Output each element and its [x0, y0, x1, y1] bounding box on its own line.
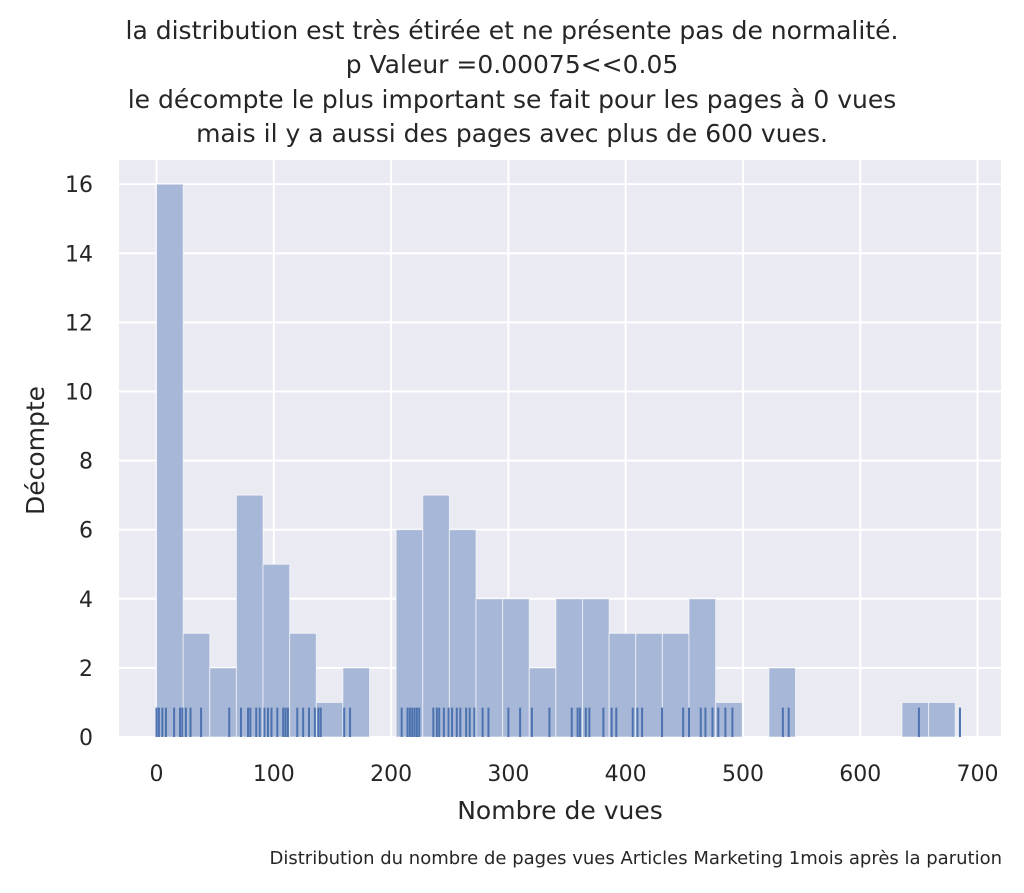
chart-title-line-4: mais il y a aussi des pages avec plus de… [196, 119, 828, 148]
histogram-bar [608, 632, 637, 738]
histogram-bars [156, 183, 956, 738]
histogram-bar [209, 667, 237, 738]
x-tick-label: 600 [839, 762, 881, 787]
histogram-bar [928, 701, 956, 738]
histogram-bar [688, 598, 717, 738]
y-tick-label: 8 [79, 450, 93, 475]
y-axis-label: Décompte [21, 386, 50, 515]
y-tick-label: 10 [65, 380, 93, 405]
histogram-bar [502, 598, 530, 738]
x-axis-label: Nombre de vues [457, 796, 663, 825]
x-tick-label: 500 [722, 762, 764, 787]
histogram-bar [661, 632, 690, 738]
y-tick-label: 14 [65, 242, 93, 267]
x-tick-label: 200 [370, 762, 412, 787]
x-tick-labels: 0 100 200 300 400 500 600 700 [150, 762, 999, 787]
histogram-bar [635, 632, 663, 738]
histogram-bar [156, 183, 184, 738]
histogram-bar [422, 494, 450, 738]
y-tick-label: 12 [65, 311, 93, 336]
histogram-bar [448, 529, 477, 738]
y-tick-label: 0 [79, 726, 93, 751]
chart-title-line-2: p Valeur =0.00075<<0.05 [345, 50, 679, 79]
x-tick-label: 100 [253, 762, 295, 787]
histogram-bar [528, 667, 557, 738]
y-tick-label: 2 [79, 657, 93, 682]
y-tick-labels: 0 2 4 6 8 10 12 14 16 [65, 173, 93, 751]
y-tick-label: 6 [79, 519, 93, 544]
histogram-bar [395, 529, 424, 738]
histogram-bar [235, 494, 264, 738]
histogram-bar [715, 701, 743, 738]
histogram-bar [182, 632, 211, 738]
y-tick-label: 16 [65, 173, 93, 198]
x-tick-label: 700 [957, 762, 999, 787]
chart-title-line-1: la distribution est très étirée et ne pr… [125, 16, 899, 45]
histogram-bar [901, 701, 930, 738]
x-tick-label: 400 [605, 762, 647, 787]
chart-title-line-3: le décompte le plus important se fait po… [127, 85, 897, 114]
histogram-bar [342, 667, 371, 738]
rug-marks [155, 707, 961, 737]
y-tick-label: 4 [79, 588, 93, 613]
x-tick-label: 300 [487, 762, 529, 787]
chart-caption: Distribution du nombre de pages vues Art… [269, 848, 1003, 869]
x-tick-label: 0 [150, 762, 164, 787]
